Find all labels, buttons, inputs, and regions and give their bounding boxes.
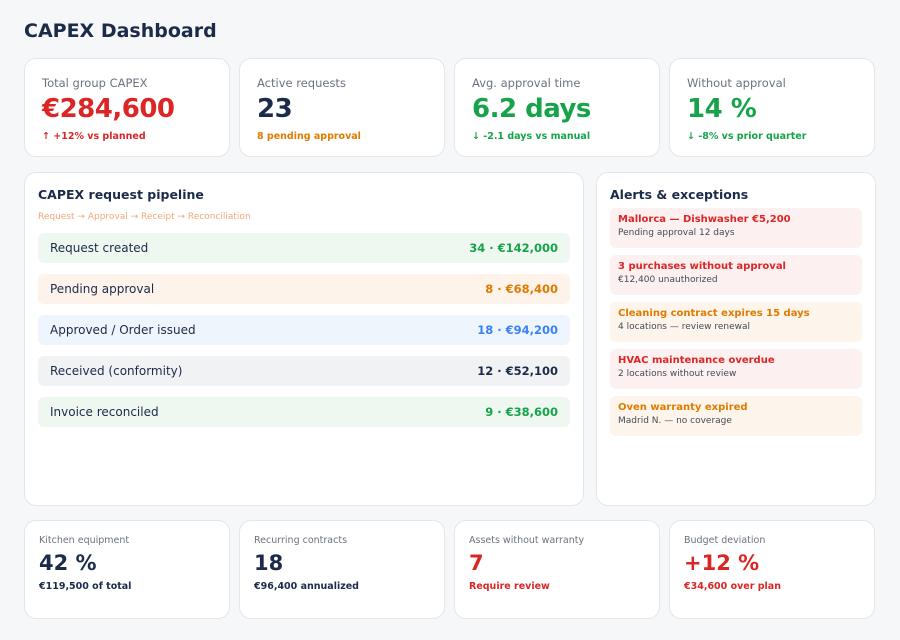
pipeline-row[interactable]: Invoice reconciled 9 · €38,600 [38, 397, 570, 427]
pipeline-row[interactable]: Pending approval 8 · €68,400 [38, 274, 570, 304]
stat-sub: €34,600 over plan [684, 581, 781, 592]
alert-title: Cleaning contract expires 15 days [618, 308, 810, 319]
stat-value: 42 % [39, 551, 97, 575]
kpi-sub: ↑ +12% vs planned [42, 131, 146, 142]
kpi-total-capex: Total group CAPEX €284,600 ↑ +12% vs pla… [24, 58, 230, 157]
alert-item[interactable]: Oven warranty expired Madrid N. — no cove… [610, 396, 862, 436]
kpi-value: 14 % [687, 94, 757, 124]
alert-title: HVAC maintenance overdue [618, 355, 775, 366]
alert-title: Mallorca — Dishwasher €5,200 [618, 214, 791, 225]
alerts-title: Alerts & exceptions [610, 187, 749, 202]
stat-label: Recurring contracts [254, 535, 348, 546]
row-label: Invoice reconciled [50, 405, 159, 419]
stat-value: +12 % [684, 551, 760, 575]
alert-detail: Pending approval 12 days [618, 228, 735, 238]
alert-title: 3 purchases without approval [618, 261, 786, 272]
stat-kitchen-equipment: Kitchen equipment 42 % €119,500 of total [24, 520, 230, 619]
pipeline-row[interactable]: Request created 34 · €142,000 [38, 233, 570, 263]
kpi-label: Avg. approval time [472, 76, 581, 90]
stat-label: Assets without warranty [469, 535, 585, 546]
page-title: CAPEX Dashboard [24, 20, 217, 42]
stat-label: Budget deviation [684, 535, 766, 546]
alert-item[interactable]: 3 purchases without approval €12,400 unau… [610, 255, 862, 295]
pipeline-row[interactable]: Received (conformity) 12 · €52,100 [38, 356, 570, 386]
alert-detail: 2 locations without review [618, 369, 737, 379]
stat-sub: Require review [469, 581, 550, 592]
stat-label: Kitchen equipment [39, 535, 130, 546]
stat-sub: €96,400 annualized [254, 581, 359, 592]
alert-item[interactable]: Mallorca — Dishwasher €5,200 Pending appr… [610, 208, 862, 248]
row-label: Pending approval [50, 282, 155, 296]
kpi-value: 6.2 days [472, 94, 591, 124]
kpi-sub: ↓ -8% vs prior quarter [687, 131, 807, 142]
row-value: 8 · €68,400 [485, 282, 558, 296]
pipeline-row[interactable]: Approved / Order issued 18 · €94,200 [38, 315, 570, 345]
alert-detail: €12,400 unauthorized [618, 275, 718, 285]
row-value: 9 · €38,600 [485, 405, 558, 419]
kpi-label: Without approval [687, 76, 786, 90]
kpi-label: Active requests [257, 76, 346, 90]
kpi-value: 23 [257, 94, 293, 124]
kpi-approval-time: Avg. approval time 6.2 days ↓ -2.1 days … [454, 58, 660, 157]
kpi-active-requests: Active requests 23 8 pending approval [239, 58, 445, 157]
alert-item[interactable]: HVAC maintenance overdue 2 locations with… [610, 349, 862, 389]
alert-title: Oven warranty expired [618, 402, 748, 413]
stat-assets-without-warranty: Assets without warranty 7 Require review [454, 520, 660, 619]
alert-detail: 4 locations — review renewal [618, 322, 750, 332]
kpi-label: Total group CAPEX [42, 76, 148, 90]
stat-value: 18 [254, 551, 284, 575]
pipeline-panel: CAPEX request pipeline Request → Approva… [24, 172, 584, 506]
row-value: 34 · €142,000 [469, 241, 558, 255]
row-value: 12 · €52,100 [477, 364, 558, 378]
kpi-without-approval: Without approval 14 % ↓ -8% vs prior qua… [669, 58, 875, 157]
kpi-sub: 8 pending approval [257, 131, 361, 142]
alert-detail: Madrid N. — no coverage [618, 416, 732, 426]
stat-sub: €119,500 of total [39, 581, 132, 592]
row-label: Received (conformity) [50, 364, 183, 378]
row-label: Approved / Order issued [50, 323, 196, 337]
kpi-value: €284,600 [42, 94, 175, 124]
row-label: Request created [50, 241, 149, 255]
pipeline-flow: Request → Approval → Receipt → Reconcili… [38, 212, 251, 222]
kpi-sub: ↓ -2.1 days vs manual [472, 131, 591, 142]
stat-recurring-contracts: Recurring contracts 18 €96,400 annualize… [239, 520, 445, 619]
stat-budget-deviation: Budget deviation +12 % €34,600 over plan [669, 520, 875, 619]
row-value: 18 · €94,200 [477, 323, 558, 337]
alert-item[interactable]: Cleaning contract expires 15 days 4 locat… [610, 302, 862, 342]
stat-value: 7 [469, 551, 484, 575]
pipeline-title: CAPEX request pipeline [38, 187, 204, 202]
alerts-panel: Alerts & exceptions Mallorca — Dishwashe… [596, 172, 876, 506]
